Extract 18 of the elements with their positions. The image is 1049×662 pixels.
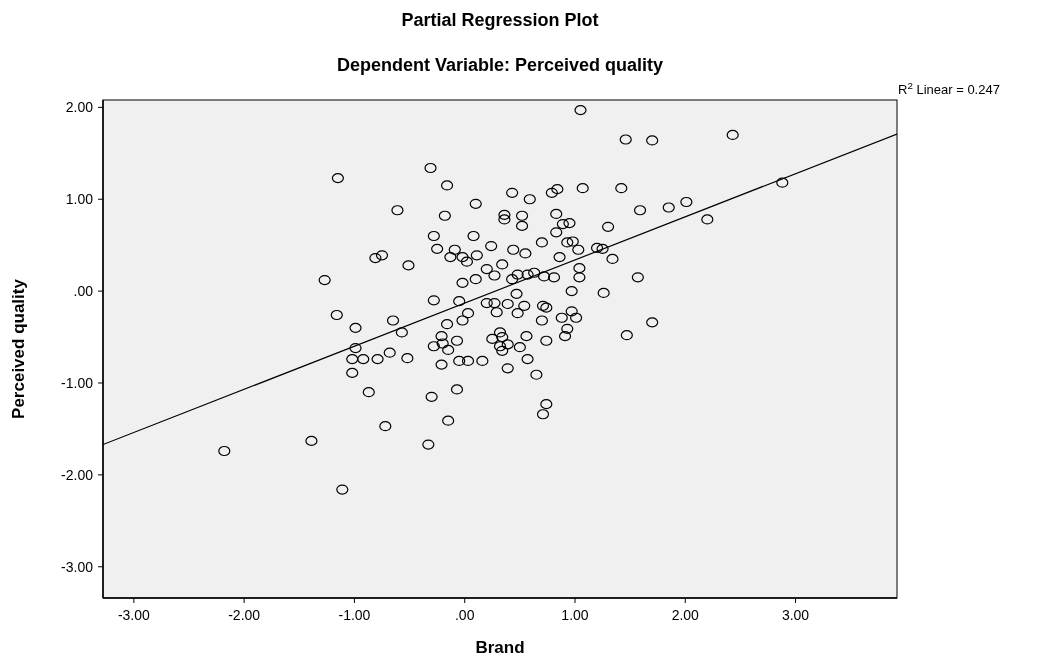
chart-title: Partial Regression Plot bbox=[401, 10, 599, 30]
y-tick-label: -3.00 bbox=[61, 558, 94, 575]
chart-subtitle: Dependent Variable: Perceived quality bbox=[336, 55, 664, 75]
y-tick-label: -1.00 bbox=[61, 375, 94, 391]
x-tick-label: 3.00 bbox=[781, 607, 810, 623]
y-tick-label: .00 bbox=[73, 283, 94, 300]
x-tick-label: 2.00 bbox=[671, 607, 700, 623]
x-tick-label: -1.00 bbox=[338, 607, 371, 623]
x-tick-label: -3.00 bbox=[117, 607, 151, 623]
x-tick-label: .00 bbox=[454, 607, 475, 623]
x-axis-title: Brand bbox=[475, 638, 525, 657]
y-axis-title: Perceived quality bbox=[9, 278, 28, 419]
y-tick-label: 1.00 bbox=[65, 191, 94, 208]
y-tick-label: -2.00 bbox=[61, 466, 94, 483]
x-tick-label: 1.00 bbox=[561, 607, 589, 623]
text: R$^{2}$ Linear = 0.247 bbox=[898, 79, 1000, 97]
y-tick-label: 2.00 bbox=[65, 99, 94, 116]
x-tick-label: -2.00 bbox=[228, 607, 261, 623]
